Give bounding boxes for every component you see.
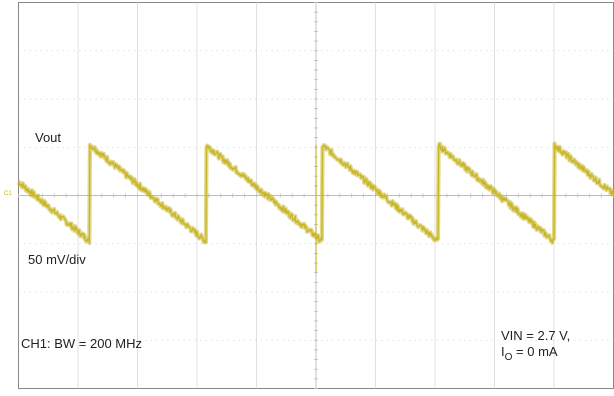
vin-label: VIN = 2.7 V, (501, 328, 570, 343)
trace-label: Vout (35, 130, 61, 145)
io-rest: = 0 mA (512, 344, 557, 359)
scale-label: 50 mV/div (28, 252, 86, 267)
trace-group (17, 141, 614, 273)
channel-marker: C1 (4, 191, 12, 197)
io-main: I (501, 344, 505, 359)
bandwidth-label: CH1: BW = 200 MHz (21, 336, 142, 351)
io-subscript: O (505, 352, 513, 363)
io-label: IO = 0 mA (501, 344, 558, 363)
